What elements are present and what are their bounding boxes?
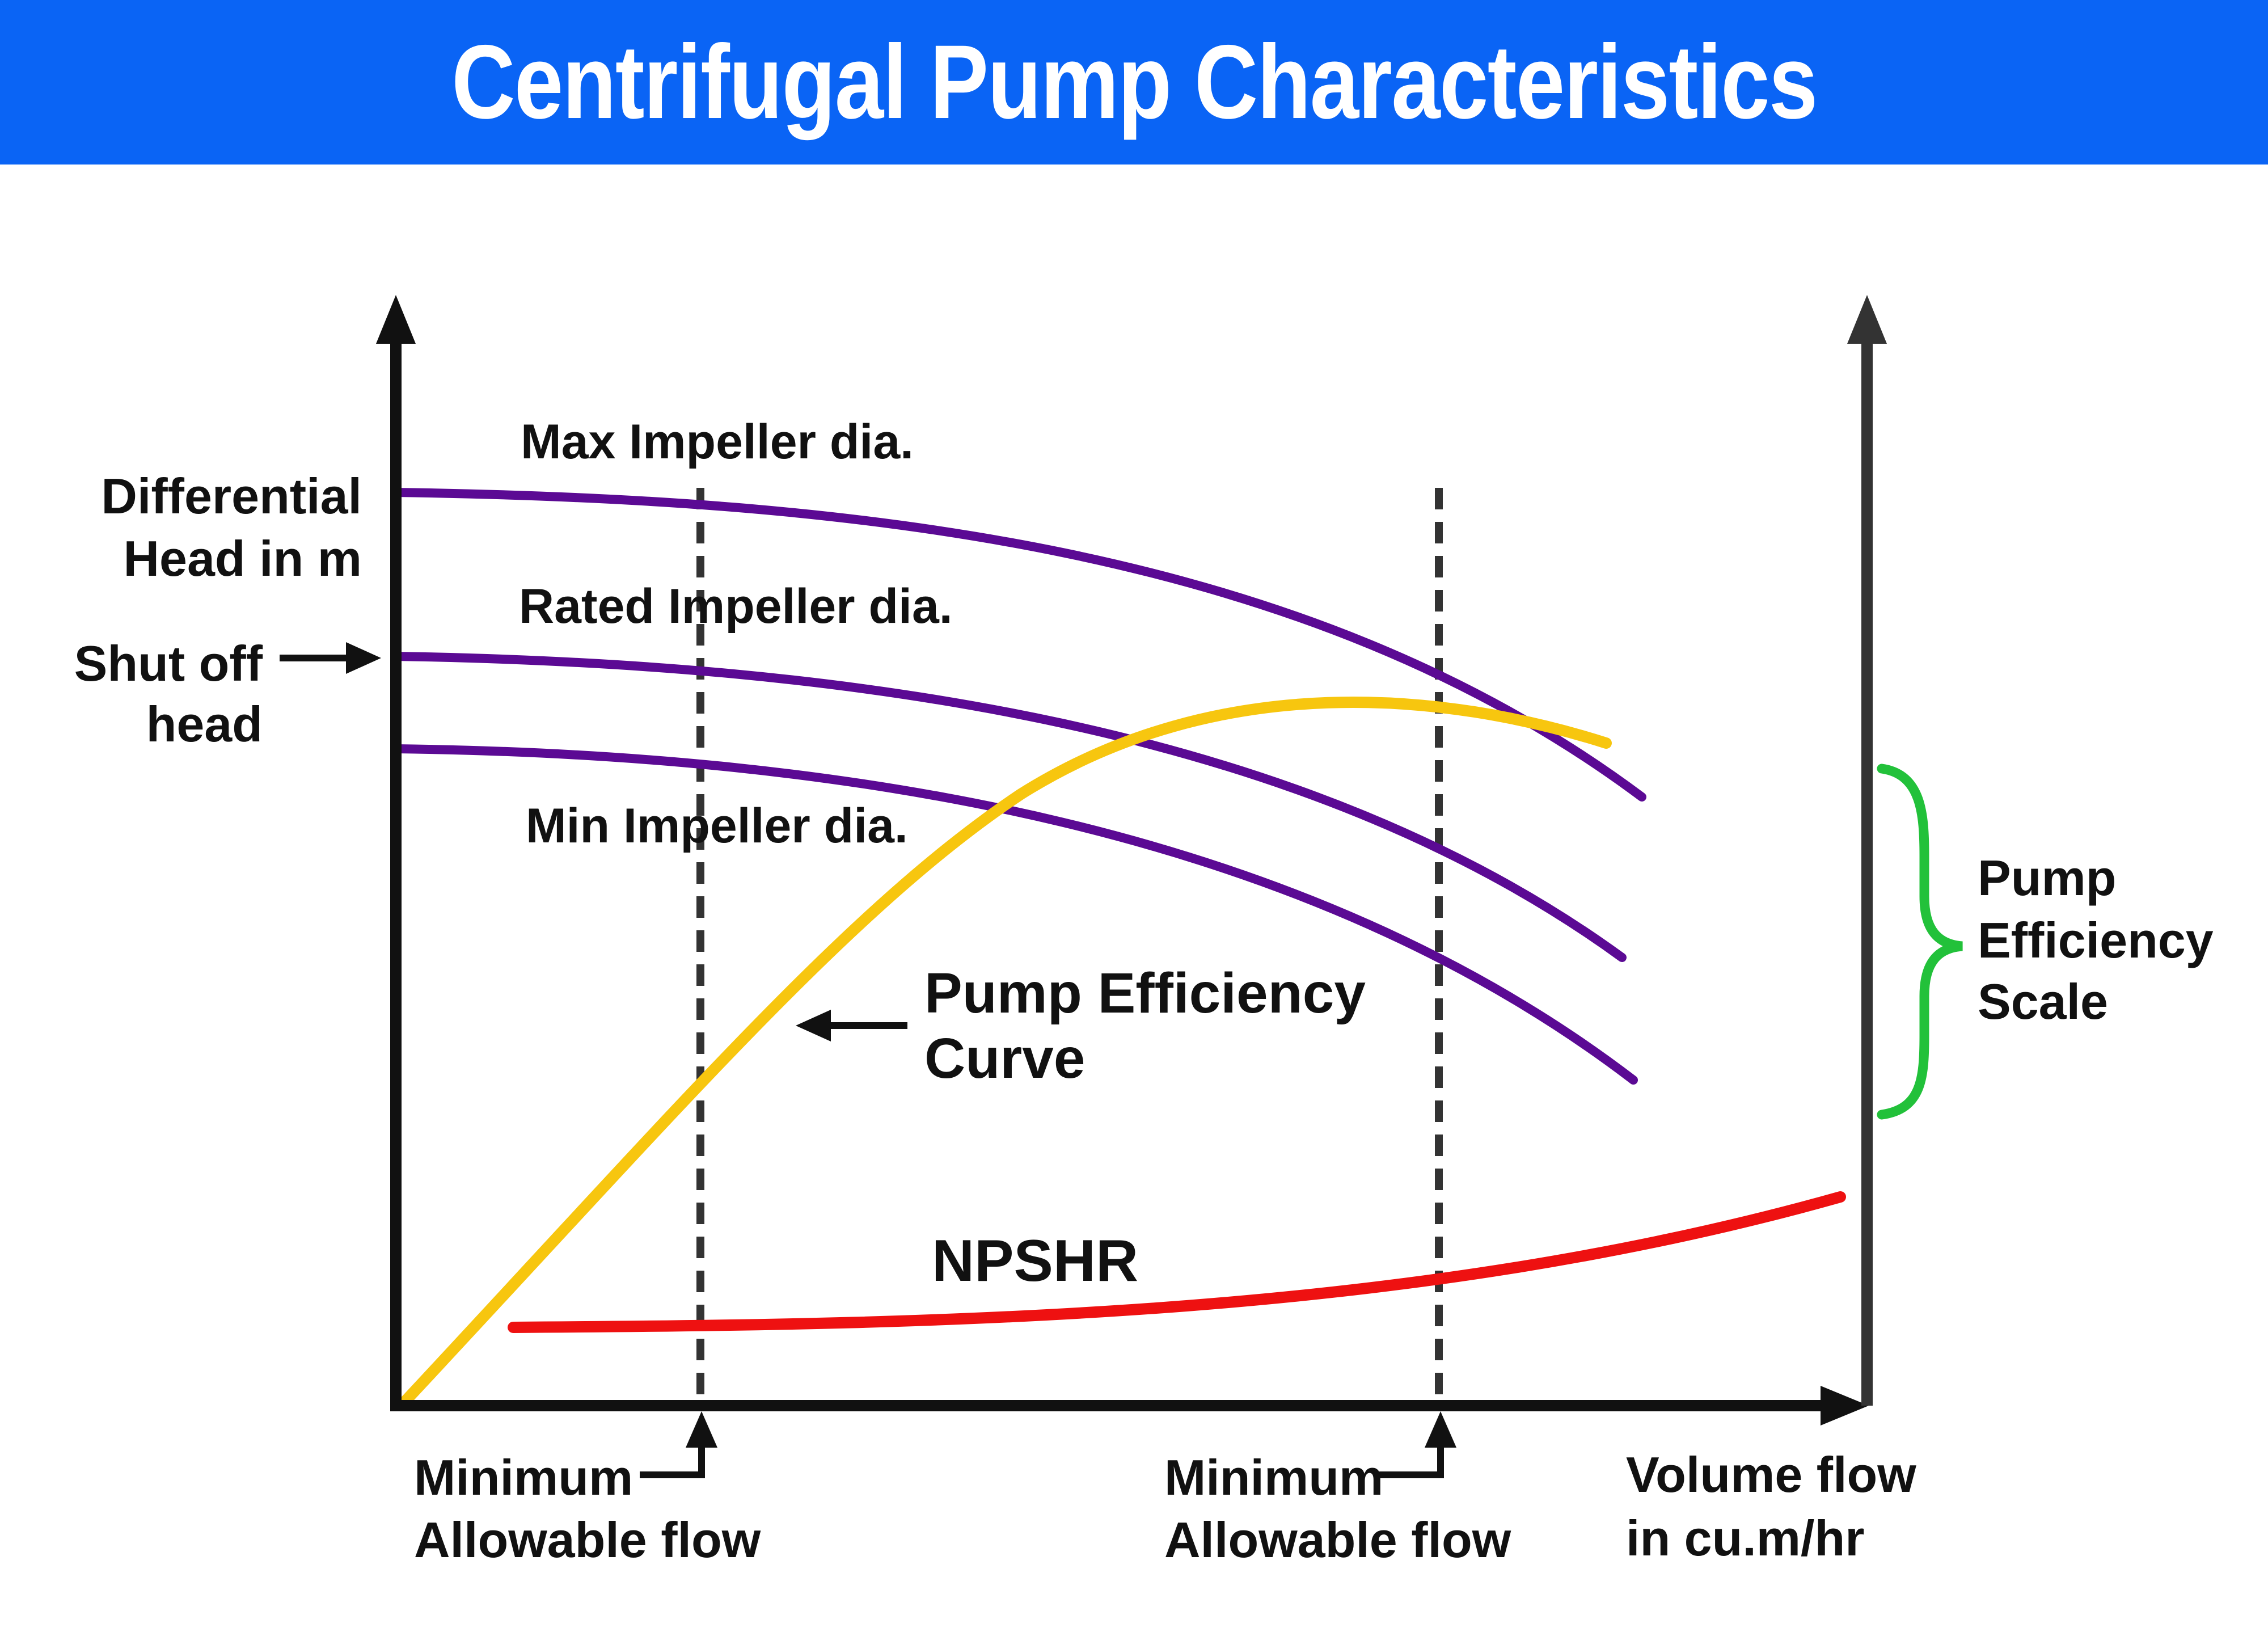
min-flow-left-pointer bbox=[640, 1441, 705, 1478]
min-flow-right-label-line1: Minimum bbox=[1164, 1449, 1383, 1505]
min-flow-left-label-line1: Minimum bbox=[414, 1449, 633, 1505]
min-flow-left-label-line2: Allowable flow bbox=[414, 1512, 761, 1568]
npshr-curve bbox=[508, 1191, 1846, 1333]
y-axis-label-line1: Differential bbox=[101, 468, 362, 524]
efficiency-scale-brace-icon bbox=[1877, 764, 1963, 1120]
min-impeller-label: Min Impeller dia. bbox=[526, 799, 908, 853]
min-impeller-curve bbox=[391, 744, 1638, 1085]
min-flow-right-label-line2: Allowable flow bbox=[1164, 1512, 1511, 1568]
efficiency-arrow-icon bbox=[796, 1010, 831, 1041]
efficiency-scale-label-line2: Efficiency bbox=[1978, 912, 2214, 968]
page-title: Centrifugal Pump Characteristics bbox=[451, 24, 1818, 141]
title-banner: Centrifugal Pump Characteristics bbox=[0, 0, 2268, 165]
min-flow-right-pointer bbox=[1379, 1441, 1444, 1478]
min-flow-left-arrow-icon bbox=[686, 1411, 717, 1448]
rated-impeller-curve bbox=[391, 652, 1627, 962]
efficiency-curve-label-line1: Pump Efficiency bbox=[924, 961, 1366, 1025]
shutoff-label-line1: Shut off bbox=[74, 635, 263, 691]
x-axis-arrow-icon bbox=[1821, 1386, 1869, 1426]
rated-impeller-label: Rated Impeller dia. bbox=[519, 579, 953, 634]
efficiency-curve bbox=[397, 697, 1612, 1410]
x-axis-label-line1: Volume flow bbox=[1626, 1446, 1916, 1503]
efficiency-scale-label-line1: Pump bbox=[1978, 850, 2116, 906]
min-flow-right-arrow-icon bbox=[1425, 1411, 1456, 1448]
max-impeller-label: Max Impeller dia. bbox=[521, 415, 914, 469]
shutoff-label-line2: head bbox=[146, 696, 263, 752]
max-impeller-curve bbox=[391, 488, 1646, 802]
efficiency-scale-label-line3: Scale bbox=[1978, 973, 2108, 1030]
y-axis-label-line2: Head in m bbox=[123, 530, 362, 587]
x-axis-label-line2: in cu.m/hr bbox=[1626, 1510, 1865, 1566]
efficiency-axis-arrow-icon bbox=[1847, 295, 1887, 344]
efficiency-curve-label-line2: Curve bbox=[924, 1027, 1085, 1090]
npshr-label: NPSHR bbox=[932, 1228, 1138, 1294]
y-axis-arrow-icon bbox=[376, 295, 416, 344]
shutoff-arrow-icon bbox=[346, 642, 381, 674]
